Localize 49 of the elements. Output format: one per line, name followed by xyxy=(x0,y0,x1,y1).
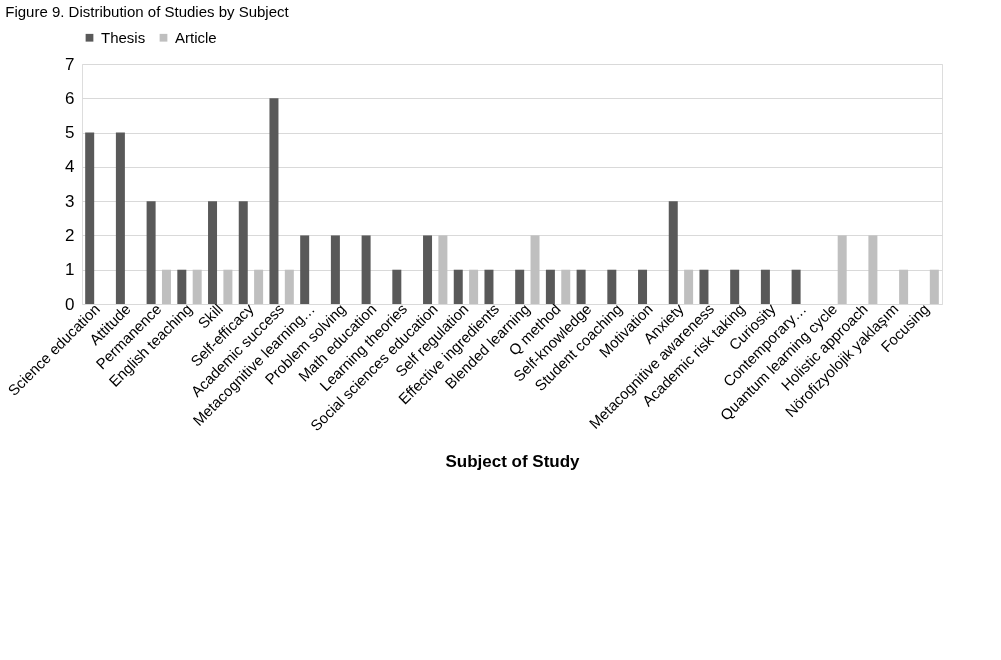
bar xyxy=(300,235,310,304)
bar xyxy=(638,269,648,304)
bar xyxy=(699,269,709,304)
legend-label: Thesis xyxy=(101,28,146,46)
bar xyxy=(469,269,479,304)
bar xyxy=(208,201,218,304)
bar xyxy=(561,269,571,304)
bar xyxy=(668,201,678,304)
bar xyxy=(730,269,740,304)
bar xyxy=(868,235,878,304)
bar xyxy=(438,235,448,304)
bar xyxy=(115,132,125,304)
bar xyxy=(161,269,171,304)
y-tick-label: 3 xyxy=(65,191,75,211)
y-tick-label: 2 xyxy=(65,225,75,245)
bar xyxy=(453,269,463,304)
bar xyxy=(254,269,264,304)
bar xyxy=(484,269,494,304)
bar xyxy=(223,269,233,304)
bar xyxy=(515,269,525,304)
chart-title: Figure 9. Distribution of Studies by Subject xyxy=(5,3,290,20)
bar xyxy=(85,132,95,304)
bar xyxy=(684,269,694,304)
bar xyxy=(837,235,847,304)
bar xyxy=(284,269,294,304)
bar xyxy=(361,235,371,304)
bar xyxy=(791,269,801,304)
bar xyxy=(192,269,202,304)
bar xyxy=(177,269,187,304)
bar xyxy=(576,269,586,304)
bar xyxy=(238,201,248,304)
bar xyxy=(929,269,939,304)
bar xyxy=(392,269,402,304)
x-axis-title: Subject of Study xyxy=(445,452,581,472)
bar xyxy=(146,201,156,304)
bar xyxy=(330,235,340,304)
y-tick-label: 4 xyxy=(65,157,75,177)
y-tick-label: 7 xyxy=(65,54,75,74)
bar xyxy=(423,235,433,304)
bar xyxy=(530,235,540,304)
y-tick-label: 1 xyxy=(65,260,75,280)
y-tick-label: 6 xyxy=(65,88,75,108)
bar xyxy=(607,269,617,304)
y-tick-label: 5 xyxy=(65,123,75,143)
bar xyxy=(899,269,909,304)
bar xyxy=(269,98,279,304)
legend-label: Article xyxy=(175,28,217,46)
bar xyxy=(545,269,555,304)
bar xyxy=(760,269,770,304)
